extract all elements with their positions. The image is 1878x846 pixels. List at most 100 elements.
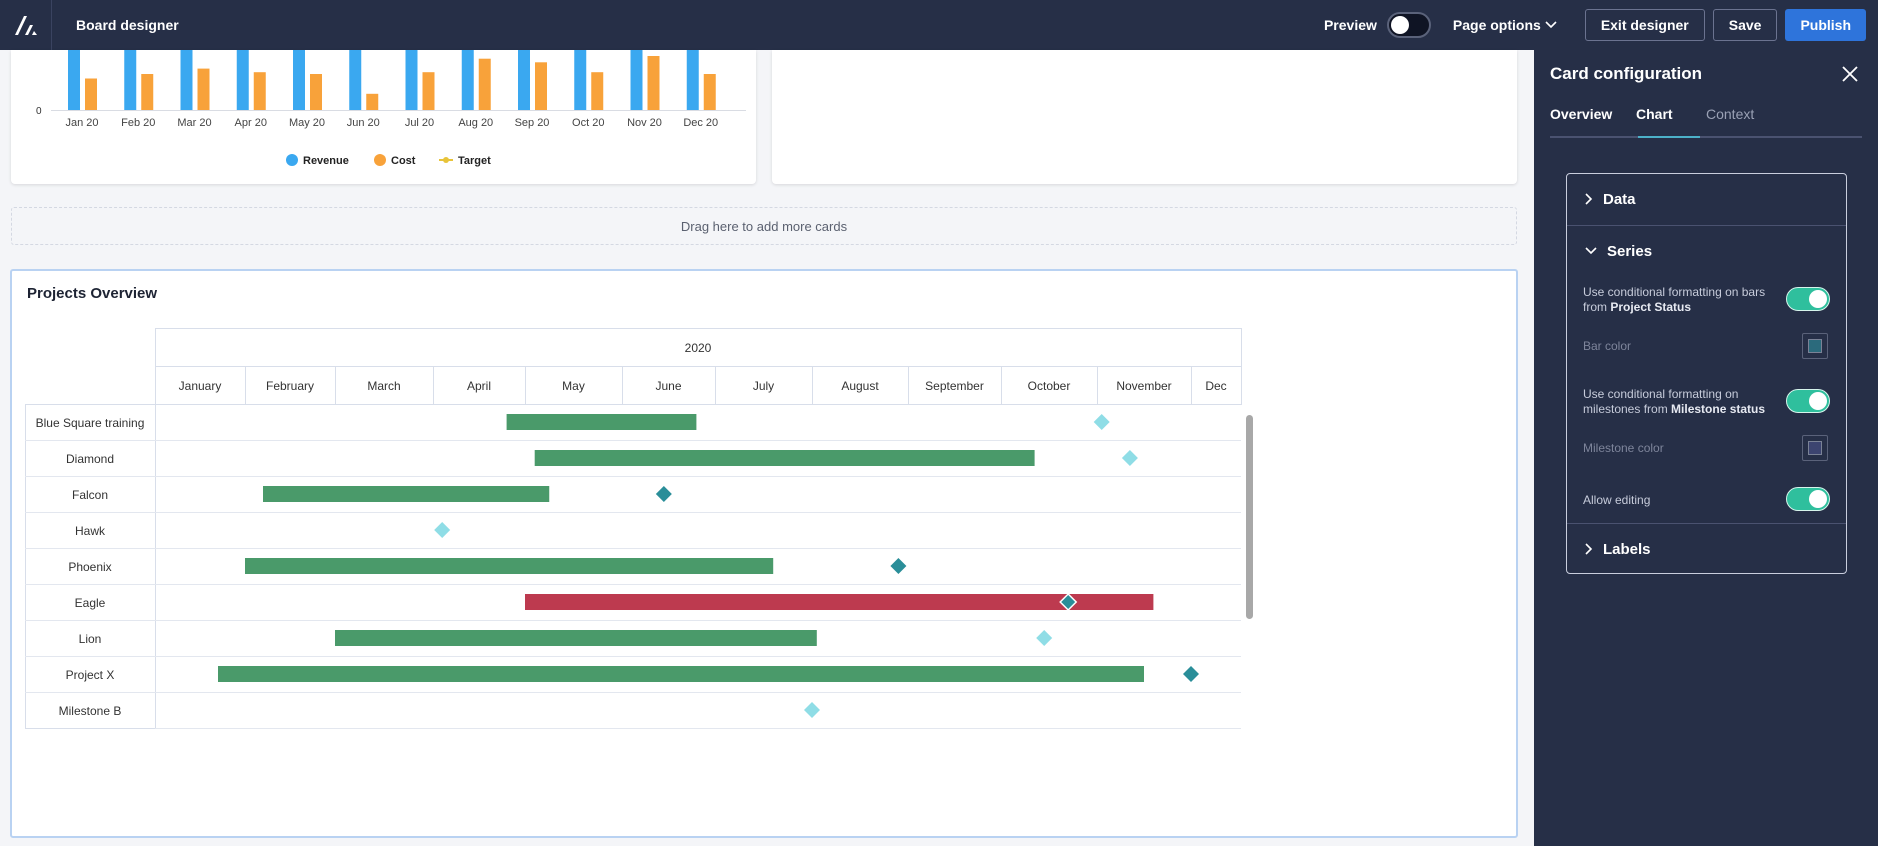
revenue-bar xyxy=(405,20,418,110)
legend-dot xyxy=(374,154,386,166)
exit-designer-button[interactable]: Exit designer xyxy=(1584,9,1705,41)
cond-bars-toggle[interactable] xyxy=(1786,287,1830,311)
save-button[interactable]: Save xyxy=(1712,9,1778,41)
cost-bar xyxy=(197,68,210,110)
row-label: Project X xyxy=(66,668,115,682)
cost-bar xyxy=(703,74,716,110)
month-label: April xyxy=(467,379,491,393)
publish-button[interactable]: Publish xyxy=(1785,9,1866,41)
divider xyxy=(1567,225,1846,226)
cond-bars-field: Project Status xyxy=(1610,300,1692,314)
toggle-knob xyxy=(1809,490,1827,508)
empty-card[interactable] xyxy=(772,50,1517,184)
revenue-bar xyxy=(518,20,530,110)
legend-marker xyxy=(443,157,449,163)
gantt-bar xyxy=(525,594,1154,610)
bar-color-fill xyxy=(1808,339,1822,353)
cond-milestones-field: Milestone status xyxy=(1671,402,1766,416)
milestone-marker xyxy=(1121,450,1138,466)
legend-label: Target xyxy=(458,155,491,167)
row-label: Hawk xyxy=(75,524,106,538)
revenue-bar xyxy=(293,20,305,110)
cost-bar xyxy=(141,74,154,110)
cond-bars-label: Use conditional formatting on bars from … xyxy=(1583,285,1783,315)
drop-zone[interactable]: Drag here to add more cards xyxy=(11,207,1517,245)
logo-icon xyxy=(14,16,37,35)
revenue-bar xyxy=(461,20,474,110)
bar-color-swatch[interactable] xyxy=(1802,333,1828,359)
chevron-down-icon xyxy=(1545,21,1557,29)
x-tick-label: Nov 20 xyxy=(627,117,662,129)
card-configuration-panel: Card configuration Overview Chart Contex… xyxy=(1534,50,1878,846)
gantt-bar xyxy=(506,414,697,430)
section-labels[interactable]: Labels xyxy=(1567,524,1846,574)
month-label: June xyxy=(655,379,681,393)
cond-milestones-toggle[interactable] xyxy=(1786,389,1830,413)
vertical-scrollbar[interactable] xyxy=(1246,415,1253,619)
tab-chart[interactable]: Chart xyxy=(1636,106,1673,122)
toggle-knob xyxy=(1390,16,1409,34)
app-title: Board designer xyxy=(76,17,179,33)
month-label: July xyxy=(753,379,774,393)
cost-bar xyxy=(85,78,97,110)
month-label: March xyxy=(367,379,400,393)
section-labels-label: Labels xyxy=(1603,540,1651,558)
bar-color-label: Bar color xyxy=(1583,339,1632,353)
row-label: Milestone B xyxy=(59,704,122,718)
revenue-bar xyxy=(68,20,80,110)
chevron-right-icon xyxy=(1585,193,1593,205)
close-icon[interactable] xyxy=(1840,64,1860,84)
cond-bars-text: Use conditional formatting on bars from xyxy=(1583,285,1766,314)
x-tick-label: May 20 xyxy=(289,117,325,129)
toggle-knob xyxy=(1809,290,1827,308)
milestone-color-swatch[interactable] xyxy=(1802,435,1828,461)
month-label: October xyxy=(1028,379,1071,393)
month-label: September xyxy=(925,379,984,393)
cost-bar xyxy=(422,72,435,110)
x-tick-label: Jun 20 xyxy=(347,117,380,129)
page-options-label: Page options xyxy=(1452,17,1541,33)
revenue-bar xyxy=(686,20,699,110)
milestone-marker xyxy=(434,522,451,538)
month-label: January xyxy=(179,379,222,393)
chart-settings-accordion: Data Series Use conditional formatting o… xyxy=(1566,173,1847,574)
x-tick-label: Jan 20 xyxy=(65,117,98,129)
cost-bar xyxy=(535,62,547,110)
milestone-marker xyxy=(890,558,907,574)
milestone-marker xyxy=(1093,414,1110,430)
active-tab-indicator xyxy=(1638,136,1700,138)
chevron-down-icon xyxy=(1585,247,1597,255)
month-label: August xyxy=(841,379,879,393)
projects-overview-card[interactable]: Projects Overview 2020 January February Mar… xyxy=(10,269,1518,838)
y-tick-label: 0 xyxy=(36,106,42,117)
row-label: Phoenix xyxy=(68,560,111,574)
row-label: Blue Square training xyxy=(36,416,145,430)
allow-editing-toggle[interactable] xyxy=(1786,487,1830,511)
section-data[interactable]: Data xyxy=(1567,174,1846,224)
legend-dot xyxy=(286,154,298,166)
year-label: 2020 xyxy=(685,341,712,355)
gantt-bar xyxy=(245,558,774,574)
row-label: Lion xyxy=(79,632,102,646)
gantt-bar xyxy=(218,666,1144,682)
x-tick-label: Jul 20 xyxy=(405,117,434,129)
revenue-cost-chart: 0 Jan 20 Feb 20 Mar 20 Apr 20 May 20 Jun 20 Jul… xyxy=(36,20,746,167)
page-options-menu[interactable]: Page options xyxy=(1453,17,1557,33)
legend-label: Cost xyxy=(391,155,416,167)
tab-context[interactable]: Context xyxy=(1706,106,1755,122)
app-logo[interactable] xyxy=(0,0,52,50)
section-series[interactable]: Series xyxy=(1567,226,1846,276)
gantt-chart: 2020 January February March April May June July… xyxy=(25,328,1253,729)
row-label: Falcon xyxy=(72,488,108,502)
month-label: November xyxy=(1116,379,1171,393)
milestone-color-label: Milestone color xyxy=(1583,441,1664,455)
revenue-bar xyxy=(349,20,362,110)
tab-overview[interactable]: Overview xyxy=(1550,106,1613,122)
preview-toggle[interactable] xyxy=(1386,12,1431,38)
cond-milestones-text: Use conditional formatting on milestones… xyxy=(1583,387,1739,416)
preview-label: Preview xyxy=(1323,17,1377,33)
toggle-knob xyxy=(1809,392,1827,410)
row-label: Diamond xyxy=(66,452,114,466)
revenue-cost-card[interactable]: 0 Jan 20 Feb 20 Mar 20 Apr 20 May 20 Jun 20 Jul… xyxy=(11,20,756,184)
top-bar: Board designer Preview Page options Exit… xyxy=(0,0,1878,50)
